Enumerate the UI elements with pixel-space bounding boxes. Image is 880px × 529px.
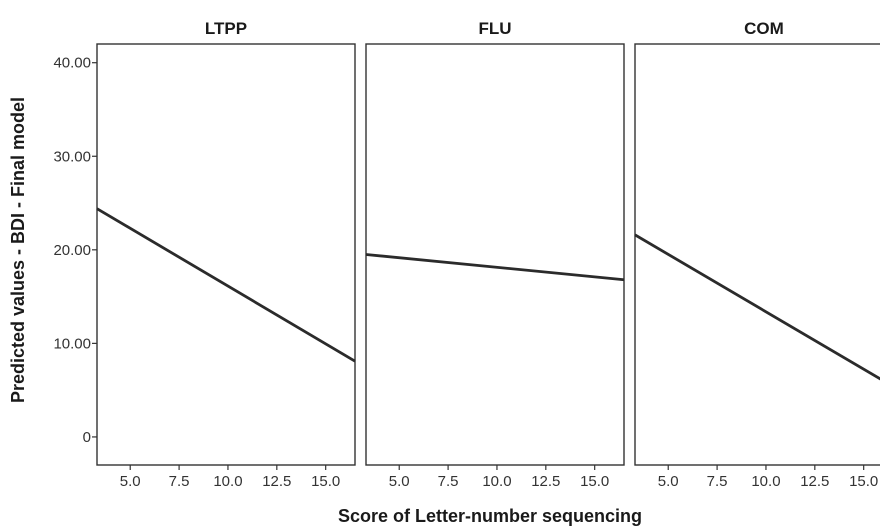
x-tick-label: 12.5	[262, 473, 291, 490]
panel-frame	[634, 43, 880, 466]
panel-title: FLU	[478, 19, 511, 38]
panel-frame	[96, 43, 356, 466]
series-line-flu	[365, 253, 625, 282]
y-axis: 0 10.00 20.00 30.00 40.00	[53, 55, 97, 446]
y-tick-label: 10.00	[53, 335, 91, 352]
y-axis-title: Predicted values - BDI - Final model	[8, 97, 28, 403]
panel-title: LTPP	[205, 19, 247, 38]
x-tick-label: 7.5	[438, 473, 459, 490]
x-tick-label: 7.5	[169, 473, 190, 490]
x-tick-label: 15.0	[311, 473, 340, 490]
x-tick-label: 15.0	[849, 473, 878, 490]
x-tick-label: 5.0	[120, 473, 141, 490]
panel-title: COM	[744, 19, 784, 38]
y-tick-label: 20.00	[53, 242, 91, 259]
x-tick-label: 5.0	[389, 473, 410, 490]
panel-com: COM 5.0 7.5 10.0 12.5 15.0	[634, 19, 880, 490]
x-tick-label: 12.5	[800, 473, 829, 490]
panel-flu: FLU 5.0 7.5 10.0 12.5 15.0	[365, 19, 625, 490]
y-tick-label: 40.00	[53, 55, 91, 72]
x-tick-label: 5.0	[658, 473, 679, 490]
x-tick-label: 10.0	[751, 473, 780, 490]
y-tick-label: 0	[83, 429, 91, 446]
x-tick-label: 12.5	[531, 473, 560, 490]
series-line-ltpp	[96, 207, 356, 363]
panel-frame	[365, 43, 625, 466]
x-tick-label: 15.0	[580, 473, 609, 490]
series-line-com	[634, 233, 880, 381]
x-tick-label: 10.0	[213, 473, 242, 490]
x-tick-label: 10.0	[482, 473, 511, 490]
chart-panels: LTPP 5.0 7.5 10.0 12.5 15.0 FLU 5.0 7.5 10.0 12.5 1…	[96, 19, 880, 490]
panel-ltpp: LTPP 5.0 7.5 10.0 12.5 15.0	[96, 19, 356, 490]
y-tick-label: 30.00	[53, 148, 91, 165]
x-axis-title: Score of Letter-number sequencing	[338, 506, 642, 526]
x-tick-label: 7.5	[707, 473, 728, 490]
